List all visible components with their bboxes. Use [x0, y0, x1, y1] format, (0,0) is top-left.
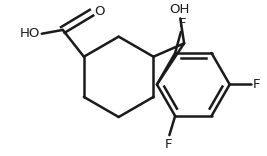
- Text: F: F: [179, 17, 187, 30]
- Text: F: F: [253, 78, 260, 91]
- Text: OH: OH: [169, 2, 190, 16]
- Text: HO: HO: [19, 27, 40, 40]
- Text: O: O: [94, 5, 105, 18]
- Text: F: F: [165, 138, 172, 151]
